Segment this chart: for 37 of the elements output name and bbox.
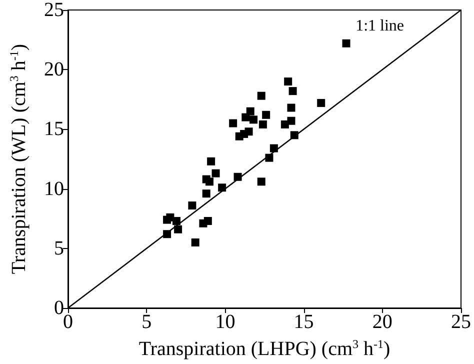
point [249,116,258,124]
point [262,110,270,119]
point [191,238,200,246]
point [287,116,296,125]
point [317,98,326,107]
point [205,178,214,186]
point [229,119,238,128]
point [207,157,216,166]
point [342,39,350,48]
x-tick-label: 15 [294,311,314,333]
y-tick-label: 10 [44,178,64,200]
x-tick-label: 25 [451,311,471,333]
annotation: 1:1 line [356,18,404,34]
point [212,169,220,178]
point [284,78,292,86]
x-tick-label: 20 [372,311,392,333]
point [188,201,196,210]
y-tick-label: 15 [44,118,64,140]
point [242,113,250,122]
point [287,104,296,112]
y-tick-label: 20 [44,58,64,81]
point [204,216,212,225]
x-tick-label: 10 [215,311,236,333]
x-tick-label: 5 [142,311,152,333]
point [288,87,297,96]
y-tick-label: 25 [44,0,64,21]
point [257,92,266,100]
point [202,190,210,198]
point [257,178,266,186]
point [258,120,267,128]
point [172,216,180,225]
point [246,107,254,116]
point [174,225,182,234]
y-tick-label: 0 [54,297,64,319]
point [244,128,253,136]
y-axis-title: Transpiration (WL) (cm3 h-1) [7,44,30,274]
y-tick-label: 5 [54,237,64,260]
